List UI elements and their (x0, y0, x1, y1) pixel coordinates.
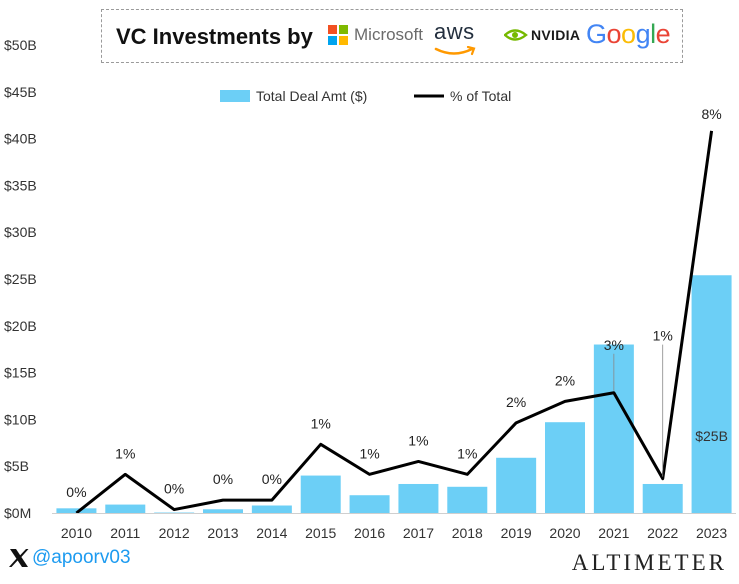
y-tick-label: $50B (4, 37, 37, 53)
aws-logo: aws (434, 19, 478, 63)
y-tick-label: $15B (4, 365, 37, 381)
brand-logo: ALTIMETER (571, 550, 727, 575)
pct-label-2018: 1% (457, 445, 477, 461)
pct-label-2023: 8% (701, 106, 721, 122)
y-tick-label: $20B (4, 318, 37, 334)
x-tick-label: 2014 (256, 525, 287, 541)
title-box: VC Investments by Microsoft aws NVIDIA G… (101, 9, 683, 63)
pct-label-2021: 3% (604, 337, 624, 353)
pct-label-2019: 2% (506, 394, 526, 410)
y-tick-label: $35B (4, 177, 37, 193)
x-tick-label: 2018 (452, 525, 483, 541)
pct-label-2012: 0% (164, 481, 184, 497)
bar-2017 (398, 483, 439, 513)
pct-line (75, 130, 714, 515)
google-logo-letter: e (655, 19, 671, 49)
google-logo-letter: g (635, 19, 651, 49)
y-tick-label: $0M (4, 505, 31, 521)
x-tick-label: 2012 (159, 525, 190, 541)
microsoft-grid-icon (328, 25, 348, 45)
author-handle-text: @apoorv03 (32, 547, 131, 568)
google-logo-letter: G (586, 19, 607, 49)
legend-line-label: % of Total (450, 88, 511, 104)
x-tick-label: 2011 (110, 525, 140, 541)
nvidia-logo: NVIDIA (504, 27, 580, 43)
pct-label-2016: 1% (359, 445, 379, 461)
bar-2011 (105, 504, 146, 513)
bar-2022 (642, 483, 683, 513)
microsoft-logo-text: Microsoft (354, 25, 423, 44)
x-tick-label: 2022 (647, 525, 678, 541)
legend: Total Deal Amt ($) % of Total (220, 88, 511, 104)
bar-2018 (447, 486, 488, 513)
aws-smile-icon (434, 45, 476, 56)
x-tick-label: 2015 (305, 525, 336, 541)
x-logo-icon (9, 549, 29, 567)
y-tick-label: $5B (4, 458, 29, 474)
bar-2023 (691, 275, 732, 513)
y-tick-label: $40B (4, 131, 37, 147)
aws-logo-text: aws (434, 19, 475, 44)
x-tick-label: 2016 (354, 525, 385, 541)
google-logo-letter: o (621, 19, 636, 49)
x-tick-label: 2023 (696, 525, 727, 541)
pct-label-2014: 0% (262, 471, 282, 487)
bar-2014 (251, 505, 292, 513)
pct-label-2020: 2% (555, 372, 575, 388)
pct-label-2010: 0% (66, 484, 86, 500)
author-handle[interactable]: @apoorv03 (8, 547, 131, 569)
bar-2013 (203, 509, 243, 513)
bar-2020 (545, 422, 585, 513)
legend-bar-label: Total Deal Amt ($) (256, 88, 367, 104)
google-logo: Google (586, 19, 671, 50)
bar-2016 (349, 495, 390, 513)
pct-label-2013: 0% (213, 471, 233, 487)
bar-2010 (56, 508, 97, 513)
x-tick-label: 2020 (549, 525, 580, 541)
nvidia-eye-icon (504, 29, 528, 41)
y-tick-label: $30B (4, 224, 37, 240)
y-tick-label: $10B (4, 411, 37, 427)
nvidia-logo-text: NVIDIA (531, 27, 581, 43)
bar-2019 (496, 457, 537, 513)
y-tick-label: $25B (4, 271, 37, 287)
bar-value-label: $25B (695, 428, 728, 444)
pct-label-2011: 1% (115, 445, 135, 461)
x-tick-label: 2013 (207, 525, 238, 541)
google-logo-letter: l (650, 19, 656, 49)
x-tick-label: 2010 (61, 525, 92, 541)
x-tick-label: 2019 (501, 525, 532, 541)
x-tick-label: 2017 (403, 525, 434, 541)
y-tick-label: $45B (4, 84, 37, 100)
pct-label-2017: 1% (408, 432, 428, 448)
pct-label-2015: 1% (311, 415, 331, 431)
pct-label-2022: 1% (653, 328, 673, 344)
bar-2015 (300, 475, 341, 513)
google-logo-letter: o (606, 19, 622, 49)
x-tick-label: 2021 (598, 525, 629, 541)
legend-bar-swatch (220, 90, 250, 102)
chart-title: VC Investments by (116, 24, 313, 49)
microsoft-logo: Microsoft (328, 25, 423, 45)
